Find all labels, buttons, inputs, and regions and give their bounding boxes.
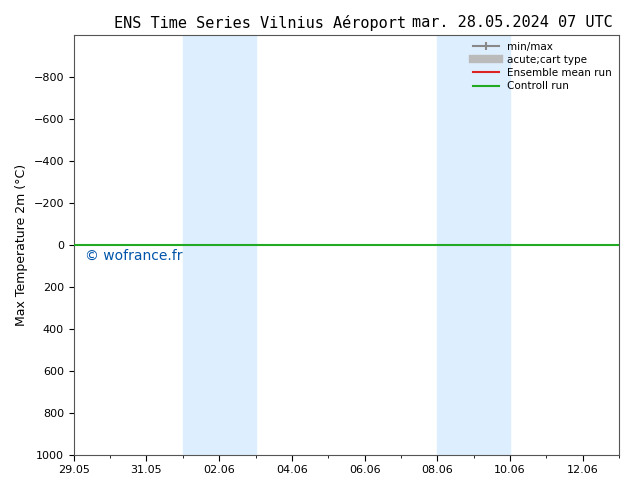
Text: mar. 28.05.2024 07 UTC: mar. 28.05.2024 07 UTC [412,15,613,30]
Text: © wofrance.fr: © wofrance.fr [85,249,182,263]
Bar [437,35,510,455]
Bar [183,35,256,455]
Text: ENS Time Series Vilnius Aéroport: ENS Time Series Vilnius Aéroport [114,15,406,31]
Y-axis label: Max Temperature 2m (°C): Max Temperature 2m (°C) [15,164,28,326]
Legend: min/max, acute;cart type, Ensemble mean run, Controll run: min/max, acute;cart type, Ensemble mean … [469,38,616,96]
